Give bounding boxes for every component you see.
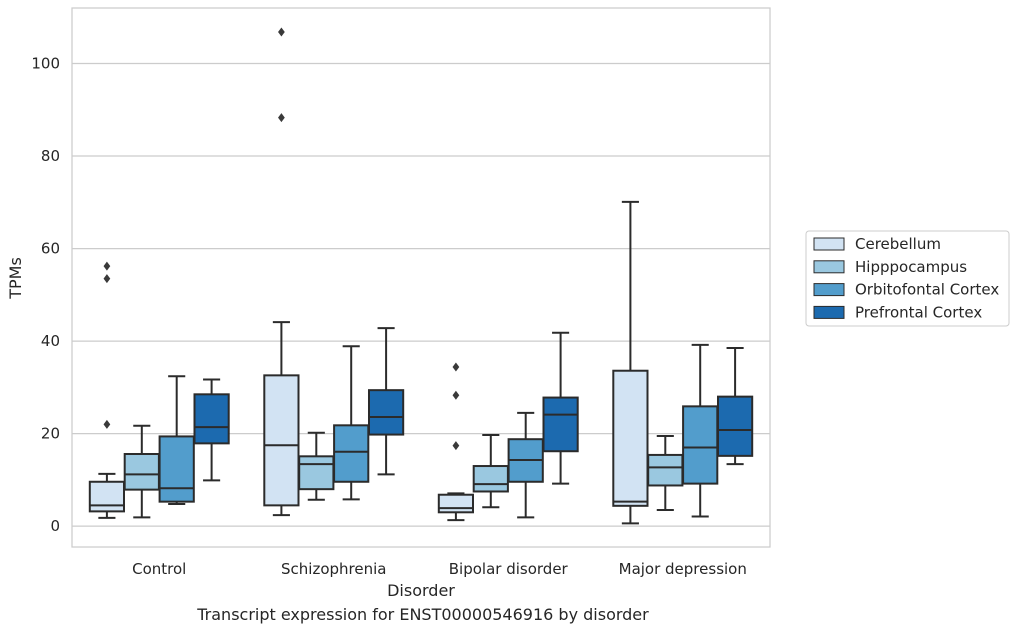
outlier-point	[278, 27, 285, 37]
legend-label: Prefrontal Cortex	[855, 303, 982, 321]
box-0-3	[612, 200, 649, 525]
box-body	[437, 493, 475, 514]
box-3-3	[716, 347, 754, 466]
y-axis-title: TPMs	[6, 257, 25, 300]
box-body	[298, 455, 335, 491]
grid-lines	[72, 62, 770, 527]
outlier-point	[103, 261, 111, 271]
box-1-3	[647, 434, 684, 511]
box-body	[542, 396, 579, 453]
legend-swatch	[813, 283, 845, 297]
legend: Cerebellum Hipppocampus Orbitofontal Corte…	[805, 230, 1010, 327]
legend-label: Orbitofontal Cortex	[855, 281, 999, 299]
plot-area-frame	[71, 7, 771, 548]
outlier-point	[452, 441, 460, 451]
legend-frame	[805, 230, 1010, 327]
box-body	[88, 480, 126, 513]
box-body	[612, 369, 649, 507]
box-2-0	[158, 375, 195, 505]
x-tick-label: Major depression	[619, 560, 747, 578]
box-body	[716, 395, 754, 457]
box-body	[263, 374, 300, 507]
x-tick-labels: Control Schizophrenia Bipolar disorder Majo…	[132, 560, 747, 578]
box-body	[333, 424, 370, 483]
y-tick-label: 100	[31, 55, 60, 73]
box-body	[647, 453, 684, 487]
box-body	[193, 393, 230, 445]
box-0-2	[437, 362, 475, 522]
legend-swatch	[813, 237, 845, 251]
box-body	[472, 465, 509, 493]
legend-swatch	[813, 260, 845, 274]
outlier-point	[452, 390, 460, 400]
y-tick-label: 0	[50, 517, 60, 535]
y-tick-labels: 0 20 40 60 80 100	[31, 55, 60, 536]
box-3-0	[193, 378, 230, 482]
y-tick-label: 80	[41, 147, 60, 165]
legend-label: Hipppocampus	[855, 258, 967, 276]
x-tick-label: Bipolar disorder	[449, 560, 569, 578]
box-2-2	[507, 411, 544, 519]
boxes	[88, 27, 754, 525]
figure-caption: Transcript expression for ENST0000054691…	[197, 605, 649, 624]
box-3-2	[542, 331, 579, 485]
x-tick-label: Control	[132, 560, 186, 578]
legend-swatch	[813, 305, 845, 319]
y-tick-label: 20	[41, 425, 60, 443]
x-tick-label: Schizophrenia	[281, 560, 386, 578]
x-axis-title: Disorder	[387, 581, 455, 600]
outlier-point	[103, 274, 111, 284]
box-1-0	[123, 424, 160, 519]
box-3-1	[367, 327, 405, 476]
box-0-0	[88, 261, 126, 519]
legend-label: Cerebellum	[855, 235, 941, 253]
box-1-2	[472, 434, 509, 509]
box-body	[682, 405, 719, 485]
box-2-3	[682, 343, 719, 518]
box-0-1	[263, 27, 300, 517]
box-body	[367, 389, 405, 436]
box-body	[123, 453, 160, 491]
box-1-1	[298, 431, 335, 501]
outlier-point	[278, 113, 285, 123]
outlier-point	[452, 362, 460, 372]
y-tick-label: 40	[41, 332, 60, 350]
outlier-point	[103, 419, 111, 429]
y-tick-label: 60	[41, 240, 60, 258]
box-body	[158, 435, 195, 503]
box-2-1	[333, 345, 370, 501]
